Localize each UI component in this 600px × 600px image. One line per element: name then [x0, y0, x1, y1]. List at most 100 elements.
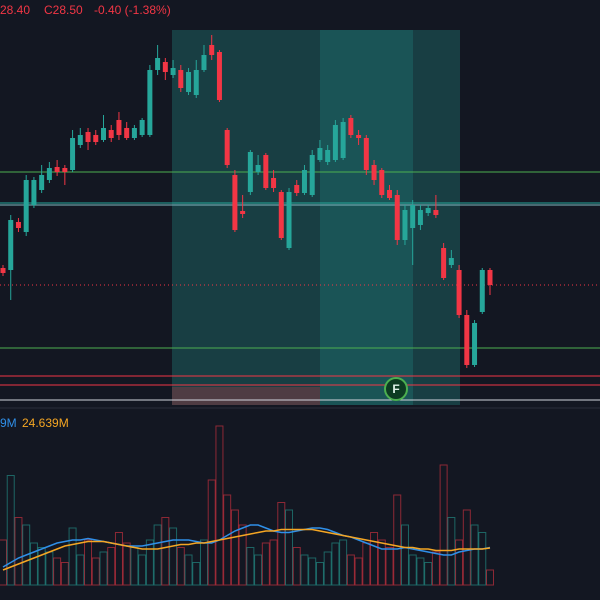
candle-body [356, 135, 362, 138]
volume-bar [431, 551, 440, 586]
volume-bar [331, 542, 340, 586]
volume-bar [176, 547, 185, 586]
volume-bar [370, 532, 379, 586]
candle-body [224, 130, 230, 165]
volume-bar [199, 539, 208, 586]
volume-bar [6, 475, 15, 586]
header-close: C28.50 [44, 3, 83, 17]
candle-body [147, 70, 153, 135]
candle-body [170, 68, 176, 75]
candle-body [15, 222, 21, 228]
volume-bar [339, 539, 348, 586]
candle-body [394, 195, 400, 240]
volume-bar [393, 494, 402, 586]
volume-bar [416, 557, 425, 586]
candle-body [301, 170, 307, 193]
volume-bar [0, 539, 7, 586]
candle-body [232, 175, 238, 230]
volume-bar [138, 554, 147, 586]
candle-body [124, 128, 130, 138]
volume-bar [261, 542, 270, 586]
candle-body [448, 258, 454, 265]
candle-body [247, 152, 253, 192]
volume-bar [254, 554, 263, 586]
volume-bar [246, 547, 255, 586]
candle-body [417, 210, 423, 225]
candle-body [39, 175, 45, 190]
volume-bar [478, 532, 487, 586]
volume-bar [408, 554, 417, 586]
volume-bar [29, 542, 38, 586]
candles [0, 35, 493, 368]
volume-bar [207, 479, 216, 586]
candle-body [23, 180, 29, 232]
candle-body [70, 138, 76, 170]
highlight-zone [172, 30, 460, 405]
candle-body [387, 190, 393, 198]
volume-bar [439, 464, 448, 586]
volume-ma-label: 24.639M [22, 416, 69, 430]
candle-body [425, 208, 431, 213]
candle-body [464, 315, 470, 365]
candle-body [479, 270, 485, 312]
candle-body [54, 167, 60, 172]
volume-bar [122, 542, 131, 586]
candle-body [325, 150, 331, 162]
candle-body [77, 135, 83, 145]
candle-body [379, 170, 385, 195]
candle-body [193, 70, 199, 95]
volume-bar [269, 539, 278, 586]
header-change: -0.40 (-1.38%) [94, 3, 171, 17]
volume-bar [346, 554, 355, 586]
candle-body [309, 155, 315, 195]
candle-body [286, 192, 292, 248]
volume-bar [277, 502, 286, 586]
volume-bar [37, 547, 46, 586]
volume-ma-label: 9M [0, 416, 17, 430]
levels [0, 171, 600, 401]
candle-body [131, 128, 137, 138]
volume-bar [377, 539, 386, 586]
volume-bar [68, 527, 77, 586]
candle-body [155, 58, 161, 70]
volume-bar [169, 527, 178, 586]
candle-body [216, 52, 222, 100]
candle-body [433, 210, 439, 215]
candle-body [201, 55, 207, 70]
candle-body [255, 165, 261, 172]
candle-body [271, 178, 277, 188]
candle-body [46, 168, 52, 180]
candle-body [487, 270, 493, 285]
volume-bar [238, 524, 247, 586]
candle-body [371, 165, 377, 180]
candle-body [402, 210, 408, 240]
volume-bar [107, 547, 116, 586]
volume-bar [424, 562, 433, 586]
candle-body [116, 120, 122, 135]
candle-body [85, 132, 91, 142]
volume [0, 425, 494, 586]
candle-body [209, 45, 215, 55]
volume-bar [192, 562, 201, 586]
volume-bar [53, 557, 62, 586]
volume-bar [114, 532, 123, 586]
volume-bar [315, 562, 324, 586]
candle-body [456, 270, 462, 315]
candle-body [186, 72, 192, 92]
badge-text: F [392, 382, 399, 396]
volume-bar [455, 539, 464, 586]
volume-bar [161, 517, 170, 586]
candle-body [0, 268, 6, 273]
volume-bar [84, 539, 93, 586]
volume-bar [22, 524, 31, 586]
candle-body [410, 205, 416, 228]
volume-bar [292, 547, 301, 586]
candle-body [31, 180, 37, 205]
volume-bar [486, 569, 494, 586]
candle-body [340, 122, 346, 158]
badge[interactable] [384, 377, 408, 401]
candle-body [108, 130, 114, 138]
volume-bar [400, 524, 409, 586]
